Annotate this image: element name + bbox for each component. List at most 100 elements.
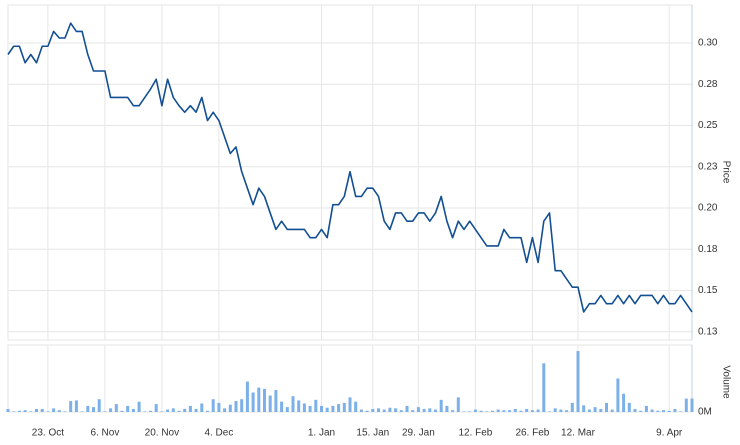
volume-bar <box>80 411 84 412</box>
volume-bar <box>337 404 341 412</box>
volume-bar <box>508 410 512 412</box>
volume-bar <box>103 411 107 412</box>
x-tick-label: 29. Jan <box>402 428 435 439</box>
volume-bar <box>280 401 284 412</box>
volume-bar <box>348 397 352 412</box>
volume-bar <box>599 408 603 412</box>
x-tick-label: 20. Nov <box>145 428 179 439</box>
volume-bar <box>473 409 477 412</box>
volume-bar <box>610 409 614 412</box>
volume-bar <box>23 410 27 412</box>
volume-bar <box>52 408 56 412</box>
volume-bar <box>12 411 16 412</box>
volume-bar <box>456 397 460 412</box>
volume-bar <box>63 411 67 412</box>
volume-bar <box>143 411 147 412</box>
volume-bar <box>633 408 637 412</box>
volume-bar <box>485 411 489 412</box>
volume-bar <box>154 404 158 412</box>
volume-bar <box>513 408 517 412</box>
volume-bar <box>627 402 631 412</box>
volume-bar <box>462 411 466 412</box>
volume-bar <box>114 404 118 412</box>
volume-bar <box>211 399 215 412</box>
volume-bar <box>40 408 44 412</box>
volume-bar <box>200 403 204 412</box>
volume-bar <box>559 409 563 412</box>
volume-bar <box>388 407 392 412</box>
volume-bar <box>587 409 591 412</box>
volume-bar <box>684 398 688 412</box>
volume-bar <box>639 410 643 412</box>
volume-bar <box>291 396 295 412</box>
volume-bar <box>359 409 363 412</box>
x-tick-label: 6. Nov <box>90 428 119 439</box>
x-tick-label: 9. Apr <box>656 428 683 439</box>
x-tick-label: 12. Feb <box>458 428 492 439</box>
volume-bar <box>382 409 386 412</box>
volume-bar <box>377 408 380 412</box>
volume-bar <box>109 408 113 412</box>
volume-bar <box>673 408 677 412</box>
volume-bar <box>6 408 10 412</box>
volume-bar <box>302 403 306 412</box>
volume-bar <box>593 407 597 412</box>
volume-bar <box>536 409 540 412</box>
volume-bar <box>57 410 61 412</box>
volume-bar <box>354 401 358 412</box>
volume-bar <box>496 409 500 412</box>
volume-bar <box>35 408 38 412</box>
volume-bar <box>422 408 426 412</box>
volume-bar <box>228 404 232 412</box>
volume-bar <box>365 410 369 412</box>
volume-bar <box>650 409 654 412</box>
volume-bar <box>314 399 318 412</box>
volume-bar <box>74 400 78 412</box>
volume-bar <box>582 405 586 412</box>
volume-bar <box>570 402 574 412</box>
price-axis-label: Price <box>720 161 731 184</box>
volume-bar <box>251 392 255 412</box>
volume-bar <box>416 407 420 412</box>
y-tick-label: 0.25 <box>698 120 718 131</box>
volume-axis-label: Volume <box>720 365 731 399</box>
volume-bar <box>120 410 124 412</box>
volume-bar <box>428 408 432 412</box>
volume-bar <box>644 405 648 412</box>
volume-bar <box>297 400 301 412</box>
volume-bar <box>622 393 626 412</box>
volume-bar <box>223 408 227 412</box>
y-tick-label: 0.20 <box>698 203 718 214</box>
volume-bar <box>667 410 671 412</box>
volume-bar <box>468 411 472 412</box>
volume-bar <box>131 408 135 412</box>
volume-bar <box>519 410 523 412</box>
y-tick-label: 0.15 <box>698 285 718 296</box>
volume-bar <box>234 401 238 412</box>
volume-bar <box>69 401 73 412</box>
volume-bar <box>439 399 443 412</box>
x-tick-label: 4. Dec <box>204 428 233 439</box>
volume-bar <box>342 402 346 412</box>
y-tick-label: 0.23 <box>698 161 718 172</box>
volume-bar <box>525 408 529 412</box>
volume-bar <box>542 363 546 412</box>
volume-bar <box>126 405 130 412</box>
volume-bar <box>371 408 375 412</box>
volume-bar <box>479 410 483 412</box>
volume-bar <box>274 390 278 412</box>
volume-bar <box>679 411 683 412</box>
volume-bar <box>553 408 557 412</box>
y-tick-label: 0.13 <box>698 326 718 337</box>
volume-bar <box>502 410 506 412</box>
volume-bar <box>268 395 272 412</box>
volume-bar <box>394 408 398 412</box>
volume-bar <box>206 410 209 412</box>
volume-bar <box>530 410 534 412</box>
volume-bar <box>92 407 95 412</box>
x-tick-label: 1. Jan <box>308 428 335 439</box>
volume-bar <box>17 410 21 412</box>
volume-bar <box>29 411 33 412</box>
